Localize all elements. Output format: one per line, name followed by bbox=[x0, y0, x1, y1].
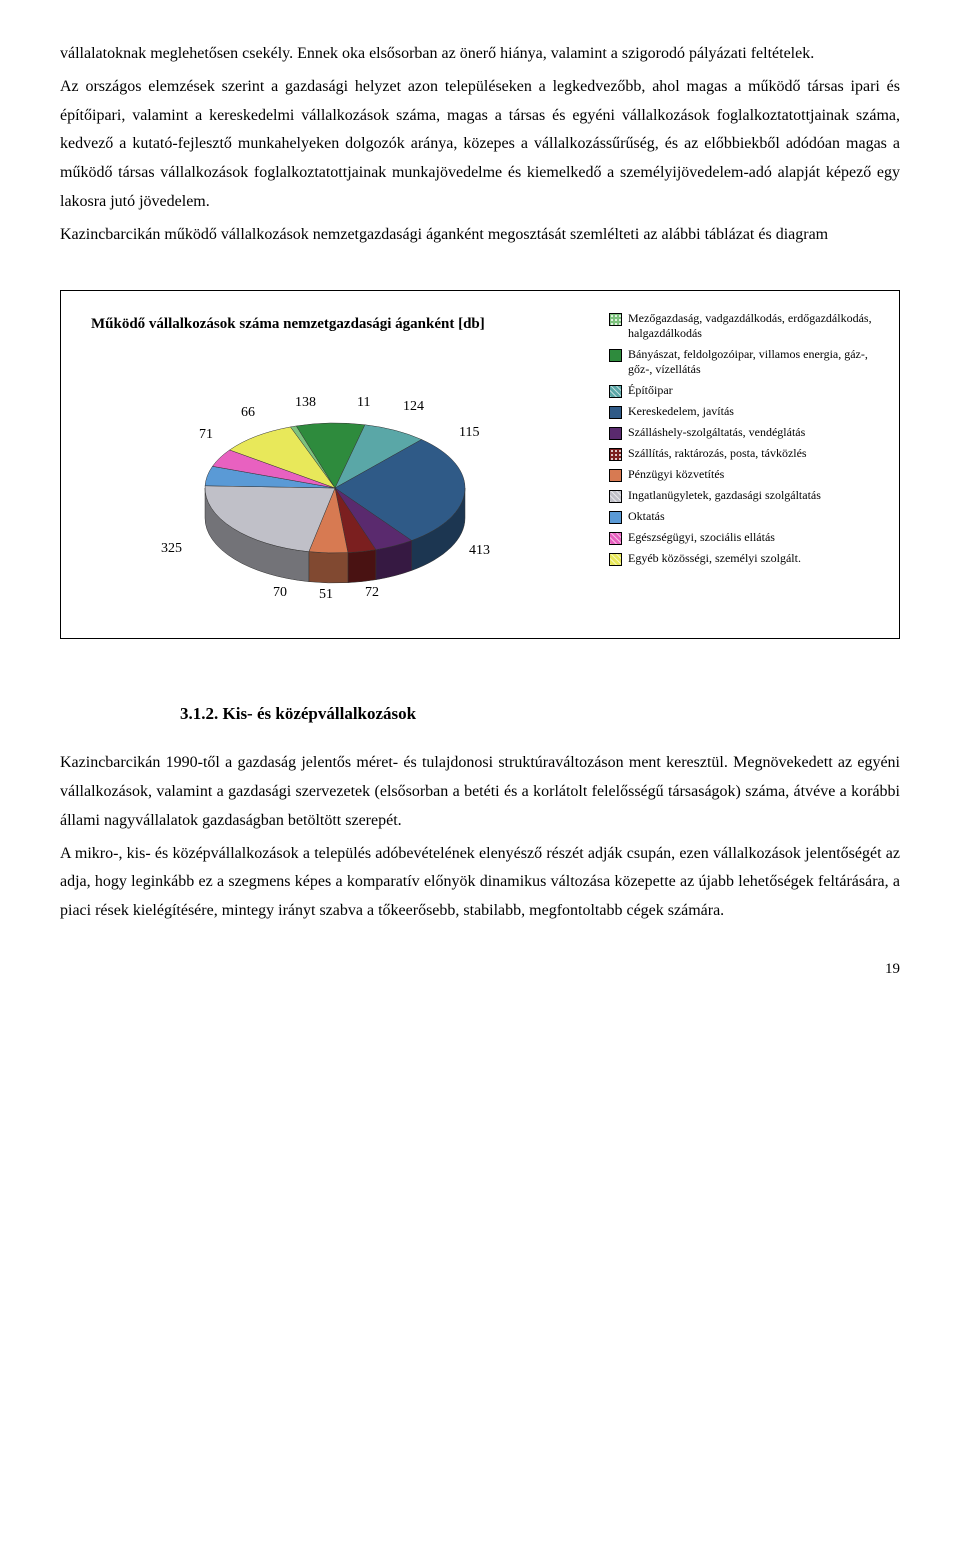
legend-label: Egészségügyi, szociális ellátás bbox=[628, 530, 775, 545]
pie-value-label: 72 bbox=[365, 580, 379, 605]
legend-swatch bbox=[609, 448, 622, 461]
legend-item: Szálláshely-szolgáltatás, vendéglátás bbox=[609, 425, 889, 440]
legend-label: Bányászat, feldolgozóipar, villamos ener… bbox=[628, 347, 889, 377]
legend-swatch bbox=[609, 511, 622, 524]
legend-label: Építőipar bbox=[628, 383, 673, 398]
legend-swatch bbox=[609, 490, 622, 503]
chart-container: Működő vállalkozások száma nemzetgazdasá… bbox=[60, 290, 900, 639]
legend-label: Kereskedelem, javítás bbox=[628, 404, 734, 419]
page-number: 19 bbox=[60, 956, 900, 983]
legend-label: Ingatlanügyletek, gazdasági szolgáltatás bbox=[628, 488, 821, 503]
legend-item: Mezőgazdaság, vadgazdálkodás, erdőgazdál… bbox=[609, 311, 889, 341]
legend-swatch bbox=[609, 349, 622, 362]
legend-swatch bbox=[609, 553, 622, 566]
legend-label: Mezőgazdaság, vadgazdálkodás, erdőgazdál… bbox=[628, 311, 889, 341]
paragraph-2: Az országos elemzések szerint a gazdaság… bbox=[60, 73, 900, 217]
legend-item: Pénzügyi közvetítés bbox=[609, 467, 889, 482]
chart-legend: Mezőgazdaság, vadgazdálkodás, erdőgazdál… bbox=[599, 311, 889, 572]
legend-label: Oktatás bbox=[628, 509, 665, 524]
legend-item: Egyéb közösségi, személyi szolgált. bbox=[609, 551, 889, 566]
pie-value-label: 413 bbox=[469, 538, 490, 563]
pie-value-label: 66 bbox=[241, 400, 255, 425]
legend-item: Oktatás bbox=[609, 509, 889, 524]
pie-svg bbox=[155, 358, 515, 618]
paragraph-4: Kazincbarcikán 1990-től a gazdaság jelen… bbox=[60, 749, 900, 835]
pie-value-label: 11 bbox=[357, 390, 370, 415]
legend-swatch bbox=[609, 406, 622, 419]
legend-item: Ingatlanügyletek, gazdasági szolgáltatás bbox=[609, 488, 889, 503]
pie-value-label: 124 bbox=[403, 394, 424, 419]
legend-label: Szállítás, raktározás, posta, távközlés bbox=[628, 446, 807, 461]
pie-value-label: 115 bbox=[459, 420, 479, 445]
pie-chart: 71 66 138 11 124 115 325 413 70 51 72 bbox=[155, 358, 515, 618]
legend-item: Bányászat, feldolgozóipar, villamos ener… bbox=[609, 347, 889, 377]
paragraph-3: Kazincbarcikán működő vállalkozások nemz… bbox=[60, 221, 900, 250]
legend-swatch bbox=[609, 313, 622, 326]
legend-swatch bbox=[609, 427, 622, 440]
chart-title: Működő vállalkozások száma nemzetgazdasá… bbox=[91, 311, 599, 338]
legend-swatch bbox=[609, 385, 622, 398]
legend-item: Kereskedelem, javítás bbox=[609, 404, 889, 419]
legend-label: Szálláshely-szolgáltatás, vendéglátás bbox=[628, 425, 805, 440]
pie-value-label: 51 bbox=[319, 582, 333, 607]
pie-value-label: 71 bbox=[199, 422, 213, 447]
pie-value-label: 70 bbox=[273, 580, 287, 605]
legend-item: Szállítás, raktározás, posta, távközlés bbox=[609, 446, 889, 461]
section-heading: 3.1.2. Kis- és középvállalkozások bbox=[180, 699, 900, 730]
pie-value-label: 325 bbox=[161, 536, 182, 561]
pie-value-label: 138 bbox=[295, 390, 316, 415]
legend-swatch bbox=[609, 532, 622, 545]
paragraph-1: vállalatoknak meglehetősen csekély. Enne… bbox=[60, 40, 900, 69]
legend-label: Egyéb közösségi, személyi szolgált. bbox=[628, 551, 801, 566]
legend-label: Pénzügyi közvetítés bbox=[628, 467, 724, 482]
paragraph-5: A mikro-, kis- és középvállalkozások a t… bbox=[60, 840, 900, 926]
legend-item: Építőipar bbox=[609, 383, 889, 398]
legend-swatch bbox=[609, 469, 622, 482]
legend-item: Egészségügyi, szociális ellátás bbox=[609, 530, 889, 545]
chart-left-panel: Működő vállalkozások száma nemzetgazdasá… bbox=[71, 311, 599, 618]
